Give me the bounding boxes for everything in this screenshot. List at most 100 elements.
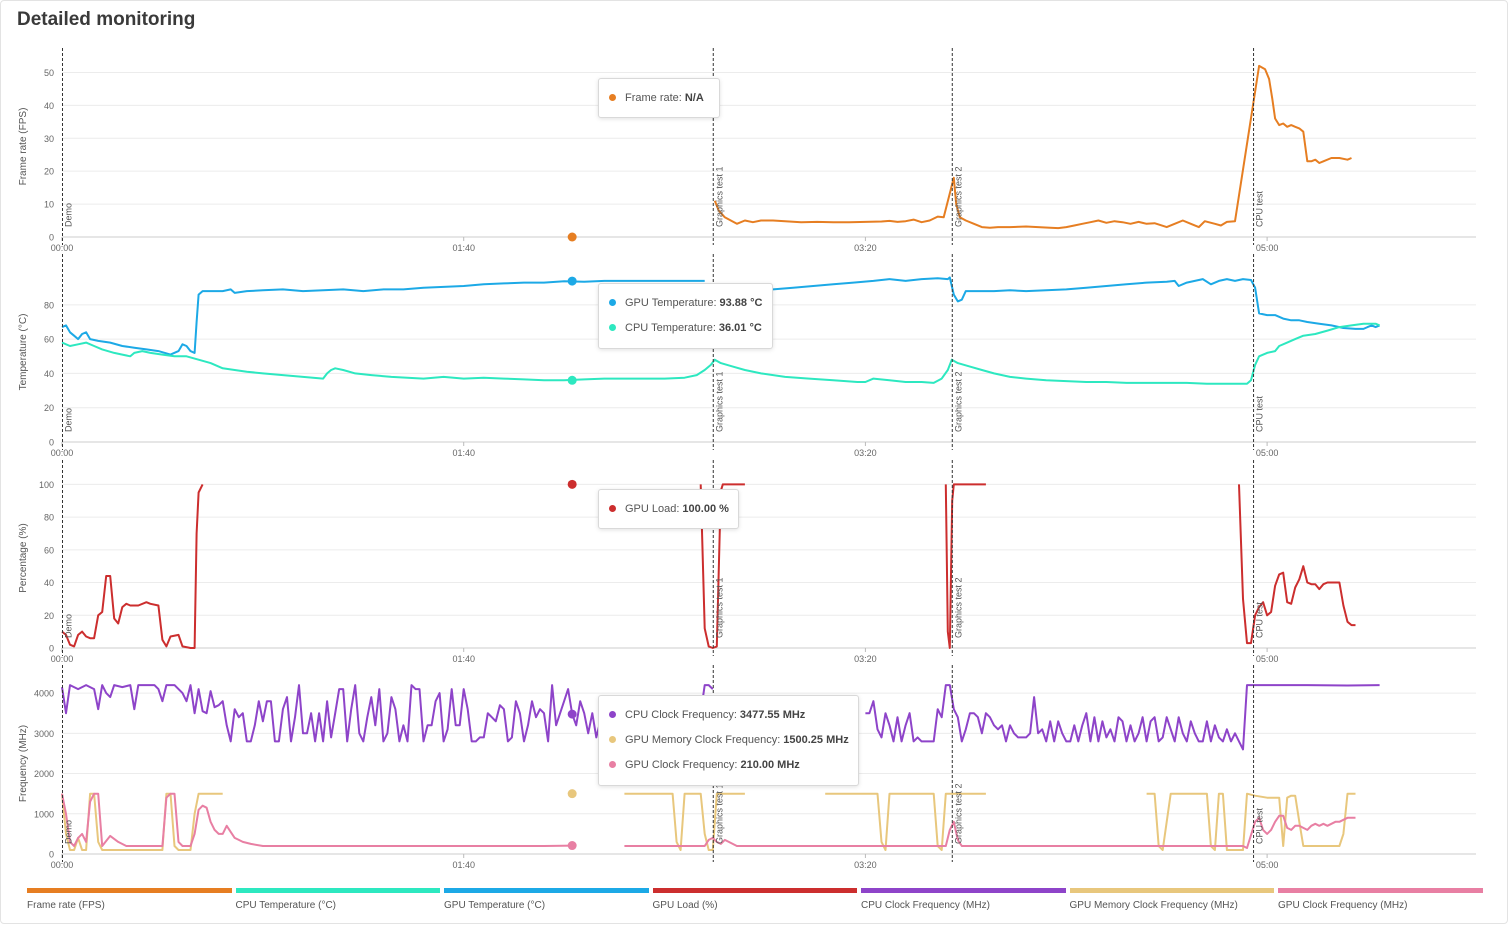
tooltip-label: CPU Temperature: xyxy=(625,321,716,334)
hover-point[interactable] xyxy=(567,789,577,799)
series-line-load-0 xyxy=(61,483,1356,649)
x-tick-label: 01:40 xyxy=(452,654,475,664)
tooltip-row: GPU Memory Clock Frequency: 1500.25 MHz xyxy=(609,727,849,752)
y-tick-label: 40 xyxy=(44,578,54,588)
x-tick-label: 01:40 xyxy=(452,448,475,458)
legend-label: CPU Temperature (°C) xyxy=(235,900,337,911)
chart-freq: 0 1000 2000 3000 4000 00:00 01:40 03:20 05:00 Fre… xyxy=(18,665,1476,870)
phase-marker-label: CPU test xyxy=(1255,190,1265,227)
tooltip-temperature: GPU Temperature: 93.88 °C CPU Temperature:… xyxy=(598,283,773,349)
phase-marker-label: CPU test xyxy=(1255,807,1265,844)
hover-point[interactable] xyxy=(567,375,577,385)
x-tick-label: 05:00 xyxy=(1256,448,1279,458)
x-tick-label: 03:20 xyxy=(854,448,877,458)
x-tick-label: 00:00 xyxy=(51,654,74,664)
tooltip-row: CPU Temperature: 36.01 °C xyxy=(609,315,762,340)
phase-marker-label: Demo xyxy=(64,614,74,638)
charts-area: 0 10 20 30 40 50 00:00 01:40 03:20 05:00 Frame rat… xyxy=(18,48,1476,870)
series-dot-icon xyxy=(609,94,616,101)
y-tick-label: 20 xyxy=(44,611,54,621)
legend-label: GPU Temperature (°C) xyxy=(444,900,546,911)
x-tick-label: 03:20 xyxy=(854,243,877,253)
legend-label: GPU Memory Clock Frequency (MHz) xyxy=(1069,900,1238,911)
tooltip-value: 3477.55 MHz xyxy=(739,708,806,721)
series-line-temp-1 xyxy=(61,322,1380,385)
x-tick-label: 00:00 xyxy=(51,448,74,458)
legend-color-bar-icon xyxy=(1069,888,1274,893)
tooltip-value: 210.00 MHz xyxy=(740,758,800,771)
series-line-freq-1 xyxy=(61,792,1356,851)
tooltip-label: Frame rate: xyxy=(625,91,682,104)
tooltip-value: N/A xyxy=(684,91,704,104)
legend-item[interactable]: CPU Clock Frequency (MHz) xyxy=(861,888,1070,918)
phase-marker-label: Graphics test 2 xyxy=(953,783,963,844)
y-tick-label: 20 xyxy=(44,403,54,413)
tooltip-value: 36.01 °C xyxy=(718,321,762,334)
x-tick-label: 05:00 xyxy=(1256,860,1279,870)
tooltip-gpu-load: GPU Load: 100.00 % xyxy=(598,489,739,529)
phase-marker-label: Demo xyxy=(64,820,74,844)
hover-point[interactable] xyxy=(567,276,577,286)
series-dot-icon xyxy=(609,299,616,306)
phase-marker-label: Graphics test 2 xyxy=(953,371,963,432)
x-tick-label: 05:00 xyxy=(1256,243,1279,253)
y-tick-label: 30 xyxy=(44,134,54,144)
legend-color-bar-icon xyxy=(444,888,649,893)
x-tick-label: 00:00 xyxy=(51,243,74,253)
series-dot-icon xyxy=(609,711,616,718)
legend-color-bar-icon xyxy=(652,888,857,893)
x-tick-label: 03:20 xyxy=(854,654,877,664)
y-tick-label: 60 xyxy=(44,335,54,345)
legend-item[interactable]: GPU Memory Clock Frequency (MHz) xyxy=(1069,888,1279,918)
tooltip-value: 93.88 °C xyxy=(719,296,763,309)
y-tick-label: 4000 xyxy=(34,689,54,699)
y-tick-label: 40 xyxy=(44,101,54,111)
y-tick-label: 80 xyxy=(44,513,54,523)
series-dot-icon xyxy=(609,736,616,743)
hover-point[interactable] xyxy=(567,841,577,851)
tooltip-frequency: CPU Clock Frequency: 3477.55 MHz GPU Memor… xyxy=(598,695,859,786)
phase-marker-label: Graphics test 2 xyxy=(953,166,963,227)
y-axis-label: Frequency (MHz) xyxy=(18,725,29,802)
x-tick-label: 05:00 xyxy=(1256,654,1279,664)
phase-marker-label: Graphics test 1 xyxy=(714,166,724,227)
tooltip-row: GPU Temperature: 93.88 °C xyxy=(609,290,762,315)
y-tick-label: 80 xyxy=(44,300,54,310)
legend-label: CPU Clock Frequency (MHz) xyxy=(861,900,990,911)
tooltip-fps: Frame rate: N/A xyxy=(598,78,720,118)
y-tick-label: 50 xyxy=(44,68,54,78)
legend-item[interactable]: GPU Clock Frequency (MHz) xyxy=(1278,888,1487,918)
tooltip-row: Frame rate: N/A xyxy=(609,85,709,110)
y-tick-label: 10 xyxy=(44,200,54,210)
hover-point[interactable] xyxy=(567,709,577,719)
legend-item[interactable]: GPU Temperature (°C) xyxy=(444,888,653,918)
phase-marker-label: CPU test xyxy=(1255,395,1265,432)
y-tick-label: 20 xyxy=(44,167,54,177)
chart-fps: 0 10 20 30 40 50 00:00 01:40 03:20 05:00 Frame rat… xyxy=(18,48,1476,253)
legend-color-bar-icon xyxy=(27,888,232,893)
series-dot-icon xyxy=(609,761,616,768)
phase-marker-label: Demo xyxy=(64,408,74,432)
page-title: Detailed monitoring xyxy=(17,9,196,30)
y-tick-label: 40 xyxy=(44,369,54,379)
tooltip-label: GPU Memory Clock Frequency: xyxy=(625,733,781,746)
legend-color-bar-icon xyxy=(861,888,1066,893)
legend-item[interactable]: Frame rate (FPS) xyxy=(27,888,236,918)
legend-item[interactable]: CPU Temperature (°C) xyxy=(235,888,445,918)
y-tick-label: 0 xyxy=(49,850,54,860)
x-tick-label: 01:40 xyxy=(452,860,475,870)
hover-point[interactable] xyxy=(567,232,577,242)
y-tick-label: 0 xyxy=(49,233,54,243)
y-axis-label: Percentage (%) xyxy=(18,523,29,592)
y-axis-label: Temperature (°C) xyxy=(18,314,29,391)
tooltip-label: GPU Load: xyxy=(625,502,680,515)
hover-point[interactable] xyxy=(567,479,577,489)
y-tick-label: 100 xyxy=(39,480,54,490)
y-tick-label: 0 xyxy=(49,438,54,448)
phase-marker-label: Graphics test 1 xyxy=(714,577,724,638)
phase-marker-label: CPU test xyxy=(1255,601,1265,638)
tooltip-label: GPU Clock Frequency: xyxy=(625,758,738,771)
legend-item[interactable]: GPU Load (%) xyxy=(652,888,862,918)
series-line-freq-0 xyxy=(61,684,1380,751)
